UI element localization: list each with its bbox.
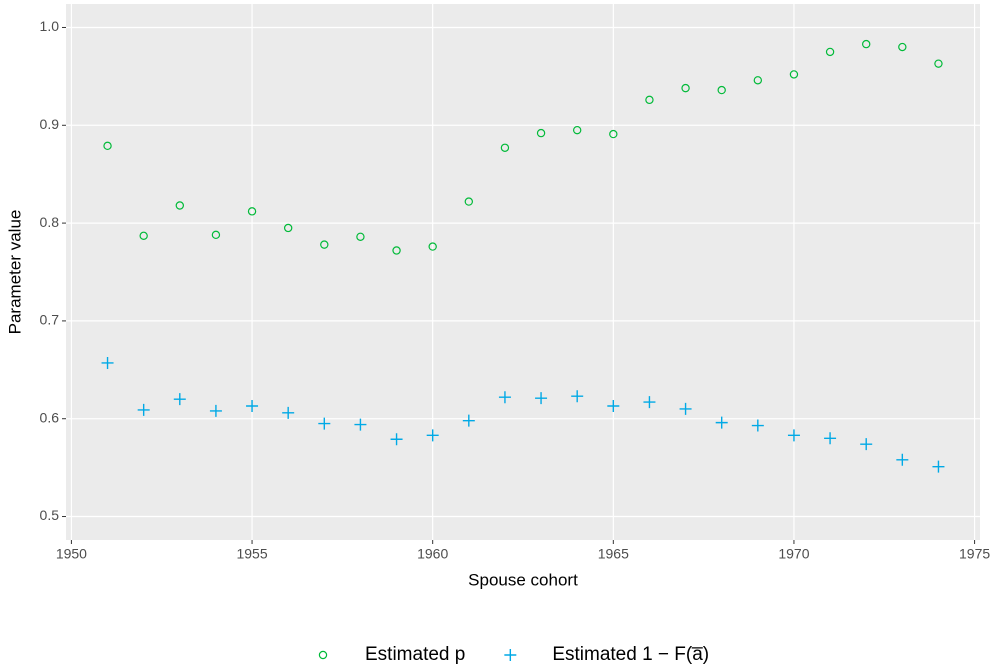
point xyxy=(500,143,510,152)
point xyxy=(137,403,150,416)
point xyxy=(103,141,112,151)
point xyxy=(464,197,474,206)
point xyxy=(428,242,437,251)
point xyxy=(717,85,726,95)
point xyxy=(789,70,799,79)
point xyxy=(209,404,222,417)
y-tick-label: 0.6 xyxy=(40,409,60,425)
point xyxy=(173,393,186,406)
point xyxy=(609,129,618,139)
point xyxy=(643,396,656,409)
point xyxy=(860,438,873,451)
point xyxy=(282,406,295,419)
point xyxy=(681,83,690,93)
point xyxy=(139,231,148,241)
point xyxy=(932,460,945,473)
x-tick-label: 1965 xyxy=(598,546,629,562)
point xyxy=(320,240,329,249)
point xyxy=(392,246,401,255)
point xyxy=(896,453,909,466)
x-tick-label: 1950 xyxy=(56,546,87,562)
point xyxy=(751,419,764,432)
x-tick-label: 1970 xyxy=(778,546,809,562)
point xyxy=(246,400,259,412)
point xyxy=(175,201,184,210)
point xyxy=(679,402,692,415)
point xyxy=(318,417,331,430)
legend-label: Estimated 1 − F(a̅) xyxy=(552,644,709,665)
point xyxy=(283,223,293,233)
point xyxy=(354,418,367,431)
point xyxy=(101,356,114,369)
point xyxy=(824,432,837,445)
x-tick-label: 1955 xyxy=(236,546,267,562)
y-tick-label: 0.5 xyxy=(40,507,60,523)
y-axis-title: Parameter value xyxy=(5,210,24,335)
y-tick-label: 0.9 xyxy=(40,116,60,132)
point xyxy=(536,128,546,138)
point xyxy=(753,76,763,85)
point xyxy=(898,42,907,52)
point xyxy=(211,230,221,240)
y-tick-label: 1.0 xyxy=(40,18,60,34)
point xyxy=(934,59,943,68)
point xyxy=(390,433,403,446)
point xyxy=(535,392,548,405)
legend-key xyxy=(318,650,328,660)
point xyxy=(862,39,871,49)
point xyxy=(787,429,800,442)
y-tick-label: 0.8 xyxy=(40,214,60,230)
y-tick-label: 0.7 xyxy=(40,312,60,328)
panel xyxy=(66,4,980,540)
point xyxy=(572,125,582,135)
point xyxy=(607,400,620,412)
point xyxy=(498,391,511,404)
point xyxy=(356,232,365,241)
x-tick-label: 1975 xyxy=(959,546,990,562)
point xyxy=(462,414,475,427)
point xyxy=(571,390,584,403)
point xyxy=(825,47,835,57)
point xyxy=(645,95,654,105)
legend-key xyxy=(504,649,517,661)
x-tick-label: 1960 xyxy=(417,546,448,562)
point xyxy=(247,207,257,216)
x-axis-title: Spouse cohort xyxy=(468,570,578,589)
point xyxy=(426,429,439,442)
legend-label: Estimated p xyxy=(365,644,465,665)
point xyxy=(715,416,728,429)
